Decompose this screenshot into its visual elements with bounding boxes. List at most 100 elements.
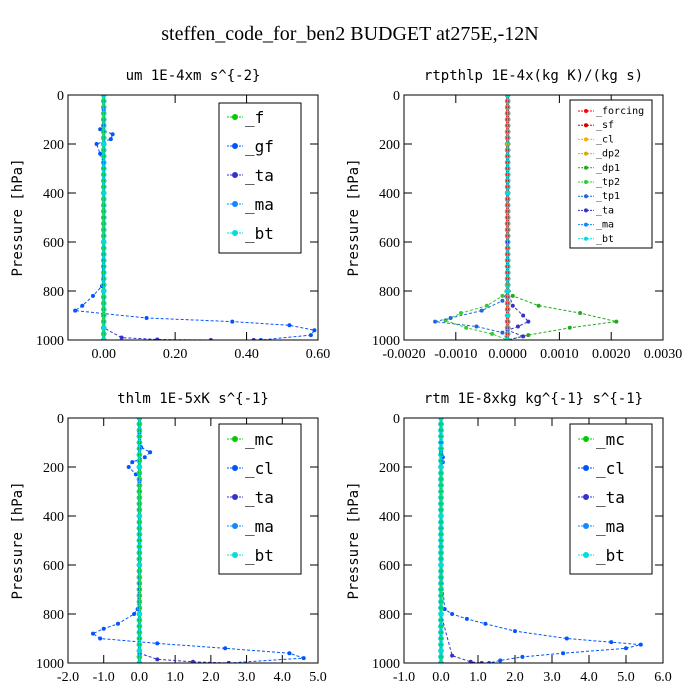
legend-swatch-marker [584, 137, 588, 142]
data-point [101, 312, 107, 319]
y-tick-label: 400 [379, 187, 400, 202]
data-point [91, 293, 95, 298]
data-point [191, 659, 195, 663]
data-point [312, 328, 317, 333]
data-point [464, 616, 469, 621]
legend-entry: _tp2 [596, 177, 620, 188]
y-tick-label: 1000 [36, 334, 64, 349]
data-point [504, 184, 511, 190]
data-point [101, 263, 107, 270]
data-point [504, 190, 511, 196]
y-tick-label: 400 [43, 187, 64, 202]
y-tick-label: 200 [43, 138, 64, 153]
data-point [101, 239, 107, 245]
data-point [101, 288, 107, 294]
legend-entry: _ta [596, 205, 614, 216]
legend-entry: _mc [245, 430, 274, 449]
legend-entry: _ta [245, 166, 274, 185]
data-point [101, 325, 106, 330]
x-tick-label: -1.0 [93, 670, 115, 685]
data-point [136, 470, 143, 476]
data-point [438, 482, 444, 489]
data-point [638, 642, 643, 647]
data-point [439, 563, 443, 567]
data-point [504, 98, 511, 104]
series-line-dp1 [507, 95, 617, 340]
data-point [101, 220, 107, 227]
data-point [101, 257, 107, 264]
data-point [504, 282, 511, 288]
data-point [136, 507, 143, 513]
data-point [94, 142, 99, 146]
data-point [101, 171, 107, 178]
y-tick-label: 800 [379, 608, 400, 623]
data-point [98, 151, 103, 156]
y-tick-label: 400 [43, 510, 64, 525]
data-point [101, 294, 107, 300]
data-point [624, 646, 628, 651]
y-tick-label: 200 [379, 461, 400, 476]
data-point [136, 568, 143, 574]
data-point [136, 537, 143, 544]
data-point [438, 623, 444, 629]
legend-swatch-marker [584, 109, 588, 113]
data-point [136, 525, 143, 531]
panel-3: thlm 1E-5xK s^{-1} Pressure [hPa] 0 200 400 6… [10, 391, 327, 685]
data-point [137, 612, 142, 616]
data-point [504, 129, 511, 135]
x-tick-label: 6.0 [654, 670, 672, 685]
data-point [136, 464, 143, 470]
data-point [438, 537, 444, 544]
data-point [101, 98, 107, 104]
data-point [438, 629, 444, 636]
legend-swatch-marker [583, 523, 589, 529]
legend-entry: _ma [245, 195, 274, 214]
y-axis-label: Pressure [hPa] [10, 158, 26, 276]
data-point [505, 313, 510, 318]
data-point [483, 621, 488, 626]
data-point [98, 127, 103, 132]
data-point [504, 220, 511, 227]
x-tick-label: 0.0010 [540, 347, 579, 362]
y-tick-label: 400 [379, 510, 400, 525]
legend-swatch-marker [584, 236, 588, 241]
data-point [438, 654, 444, 660]
plot-frame [67, 94, 319, 341]
data-point [136, 635, 143, 642]
legend-entry: _ta [245, 488, 274, 507]
data-point [504, 214, 511, 221]
data-point [500, 298, 505, 303]
data-point [438, 580, 444, 587]
y-axis-label: Pressure [hPa] [346, 481, 362, 599]
data-point [136, 513, 143, 519]
data-point [155, 337, 160, 340]
data-point [504, 300, 511, 306]
data-point [101, 282, 107, 288]
data-point [504, 251, 511, 257]
data-point [433, 319, 438, 324]
data-point [110, 132, 115, 137]
x-tick-label: 0.0 [432, 670, 450, 685]
legend-entry: _cl [596, 459, 625, 478]
legend-swatch-marker [583, 552, 589, 558]
legend-entry: _cl [596, 134, 614, 145]
data-point [438, 464, 444, 470]
data-point [438, 605, 444, 611]
x-tick-label: 3.0 [543, 670, 561, 685]
data-point [108, 137, 113, 142]
data-point [136, 623, 143, 629]
data-point [136, 641, 143, 648]
legend-swatch-marker [584, 180, 588, 184]
legend-box [569, 99, 653, 249]
legend: _mc _cl _ta _ma _bt [218, 423, 302, 575]
data-point [504, 116, 511, 123]
data-point [136, 433, 143, 440]
series-group [438, 418, 643, 663]
data-point [561, 651, 566, 656]
legend-entry: _ma [596, 517, 625, 536]
data-point [136, 550, 143, 556]
data-point [498, 658, 503, 663]
x-tick-label: 2.0 [506, 670, 524, 685]
data-point [438, 648, 444, 654]
legend-swatch-marker [232, 436, 238, 442]
